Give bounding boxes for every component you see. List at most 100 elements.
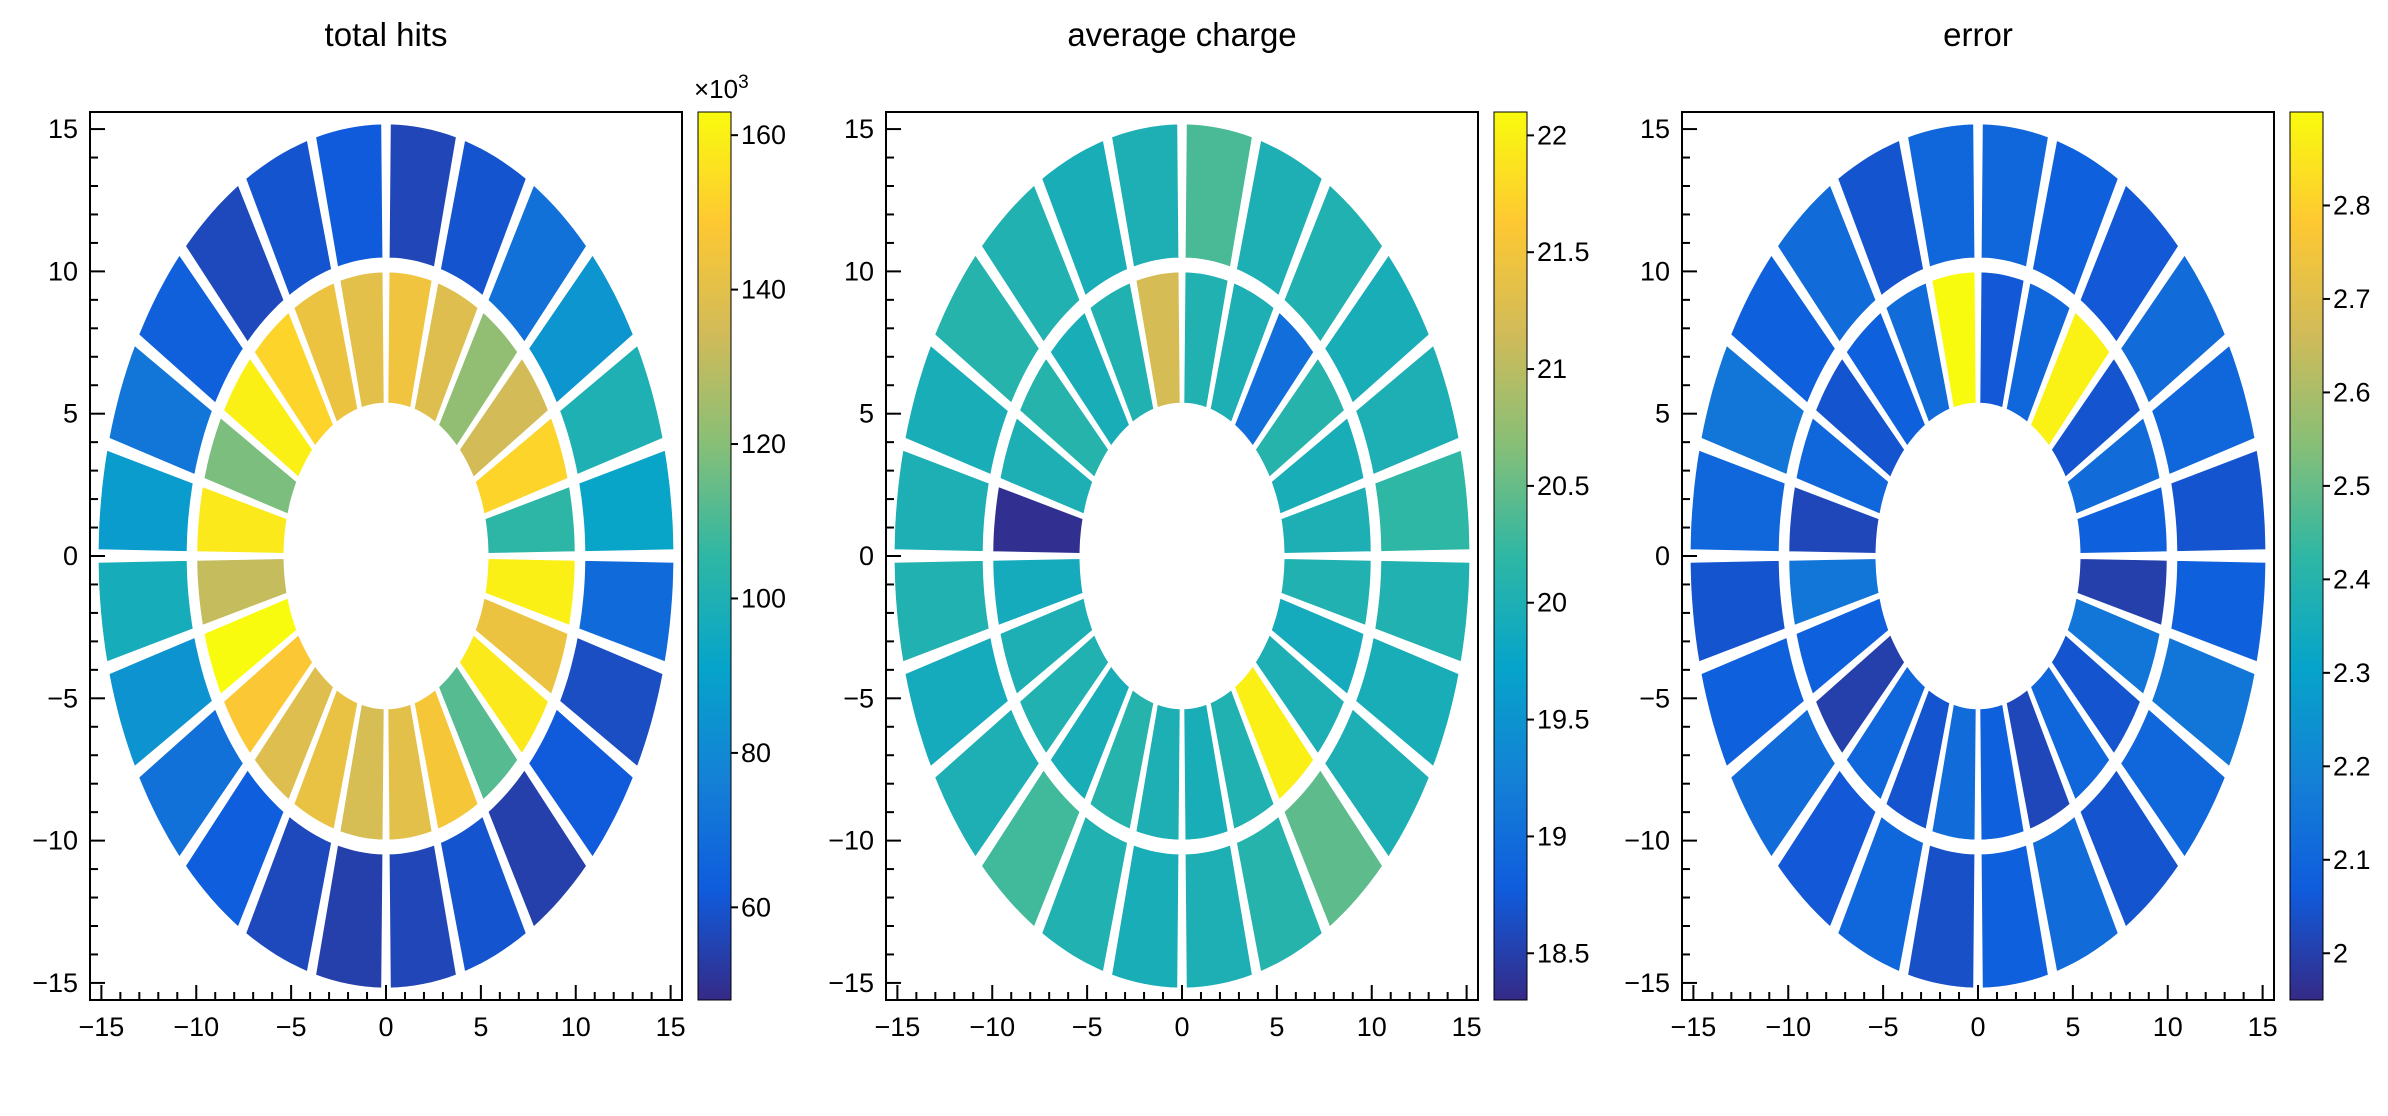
ring-segment xyxy=(1017,632,1111,757)
ring-segment xyxy=(1844,309,1928,449)
ring-segment xyxy=(412,687,480,832)
ring-segment xyxy=(1688,448,1787,554)
ring-segment xyxy=(486,182,589,345)
y-tick-label: 0 xyxy=(63,541,78,571)
ring-segment xyxy=(1208,280,1276,425)
ring-segment xyxy=(107,635,215,770)
x-tick-label: 0 xyxy=(378,1012,393,1042)
ring-segment xyxy=(2065,595,2162,697)
ring-segment xyxy=(195,556,289,628)
ring-segment xyxy=(1253,632,1347,757)
x-tick-label: −15 xyxy=(78,1012,124,1042)
ring-segment xyxy=(1039,138,1130,299)
plot-frame xyxy=(885,111,1479,1001)
y-tick-label: 0 xyxy=(1655,541,1670,571)
ring-segment xyxy=(386,270,434,410)
y-tick-label: −15 xyxy=(32,968,78,998)
ring-segment xyxy=(1905,122,1977,270)
ring-segment xyxy=(1979,122,2051,270)
ring-segment xyxy=(903,635,1011,770)
ring-segment xyxy=(438,813,529,974)
ring-segment xyxy=(526,252,636,406)
ring-segment xyxy=(577,558,676,664)
ring-segment xyxy=(386,702,434,842)
ring-segment xyxy=(252,663,336,803)
x-axis: −15 −10 −5 0 5 10 15 xyxy=(1670,985,2278,1042)
ring-segment xyxy=(473,415,570,517)
y-tick-label: 5 xyxy=(63,399,78,429)
ring-segment xyxy=(557,635,665,770)
ring-segment xyxy=(1183,122,1255,270)
ring-segment xyxy=(979,767,1082,930)
colorbar-tick-label: 2.7 xyxy=(2333,284,2371,314)
colorbar-tick-label: 60 xyxy=(741,892,771,922)
panel-total-hits: total hits −15 −10 −5 0 5 10 15 −15 −10 −5 0 5 10 15 6… xyxy=(0,0,796,1116)
ring-segment xyxy=(338,270,386,410)
ring-segment xyxy=(202,415,299,517)
ring-segment xyxy=(1688,558,1787,664)
ring-segment xyxy=(1232,309,1316,449)
ring-segment xyxy=(1978,270,2026,410)
y-axis: −15 −10 −5 0 5 10 15 xyxy=(32,114,105,998)
ring-segment xyxy=(313,122,385,270)
x-tick-label: −10 xyxy=(1765,1012,1811,1042)
x-tick-label: 5 xyxy=(2065,1012,2080,1042)
ring-segment xyxy=(2065,415,2162,517)
ring-segment xyxy=(473,595,570,697)
ring-segment xyxy=(483,484,577,556)
ring-segment xyxy=(577,448,676,554)
ring-segment xyxy=(2004,687,2072,832)
ring-segment xyxy=(1134,270,1182,410)
ring-segment xyxy=(1282,182,1385,345)
x-tick-label: −10 xyxy=(969,1012,1015,1042)
ring-segment xyxy=(313,842,385,990)
ring-segment xyxy=(221,355,315,480)
y-tick-label: 10 xyxy=(844,256,874,286)
ring-segment xyxy=(1269,595,1366,697)
x-axis: −15 −10 −5 0 5 10 15 xyxy=(78,985,686,1042)
ring-segment xyxy=(526,706,636,860)
ring-segment xyxy=(1088,687,1156,832)
colorbar: 60 80 100 120 140 160 ×103 xyxy=(694,72,786,1001)
ring-segment xyxy=(932,252,1042,406)
ring-segment xyxy=(457,632,551,757)
x-tick-label: 15 xyxy=(2248,1012,2278,1042)
ring-segment xyxy=(1282,767,1385,930)
ring-segment xyxy=(1775,182,1878,345)
ring-segment xyxy=(1234,138,1325,299)
ring-segment xyxy=(1017,355,1111,480)
ring-segment xyxy=(1794,415,1891,517)
ring-segments xyxy=(96,122,676,990)
colorbar-scale xyxy=(1493,111,1528,1001)
ring-segment xyxy=(136,706,246,860)
colorbar-tick-label: 2.1 xyxy=(2333,845,2371,875)
x-tick-label: −15 xyxy=(1670,1012,1716,1042)
ring-segment xyxy=(1884,687,1952,832)
y-axis: −15 −10 −5 0 5 10 15 xyxy=(1624,114,1697,998)
ring-segment xyxy=(338,702,386,842)
ring-segment xyxy=(221,632,315,757)
colorbar-tick-label: 2.3 xyxy=(2333,658,2371,688)
ring-segment xyxy=(1699,342,1807,477)
ring-segment xyxy=(1813,355,1907,480)
y-tick-label: 15 xyxy=(1640,114,1670,144)
x-tick-label: 10 xyxy=(2153,1012,2183,1042)
x-tick-label: 10 xyxy=(1357,1012,1387,1042)
ring-segment xyxy=(1373,448,1472,554)
panel-title-average-charge: average charge xyxy=(1067,16,1297,53)
y-tick-label: −15 xyxy=(828,968,874,998)
ring-segment xyxy=(1699,635,1807,770)
ring-segment xyxy=(1930,270,1978,410)
ring-segment xyxy=(1208,687,1276,832)
ring-segment xyxy=(183,767,286,930)
ring-segment xyxy=(2075,484,2169,556)
ring-segments xyxy=(892,122,1472,990)
x-axis: −15 −10 −5 0 5 10 15 xyxy=(874,985,1482,1042)
ring-segment xyxy=(483,556,577,628)
colorbar-tick-label: 2.6 xyxy=(2333,377,2371,407)
ring-segment xyxy=(1322,706,1432,860)
x-tick-label: 15 xyxy=(1452,1012,1482,1042)
colorbar-tick-label: 20.5 xyxy=(1537,471,1590,501)
x-tick-label: −15 xyxy=(874,1012,920,1042)
